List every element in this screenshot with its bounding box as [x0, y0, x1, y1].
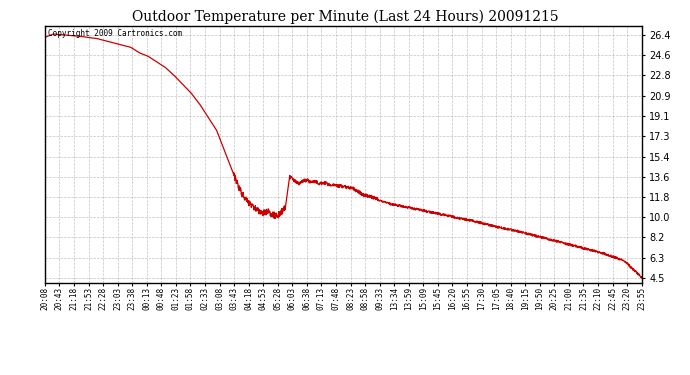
Text: Copyright 2009 Cartronics.com: Copyright 2009 Cartronics.com [48, 29, 182, 38]
Text: Outdoor Temperature per Minute (Last 24 Hours) 20091215: Outdoor Temperature per Minute (Last 24 … [132, 9, 558, 24]
